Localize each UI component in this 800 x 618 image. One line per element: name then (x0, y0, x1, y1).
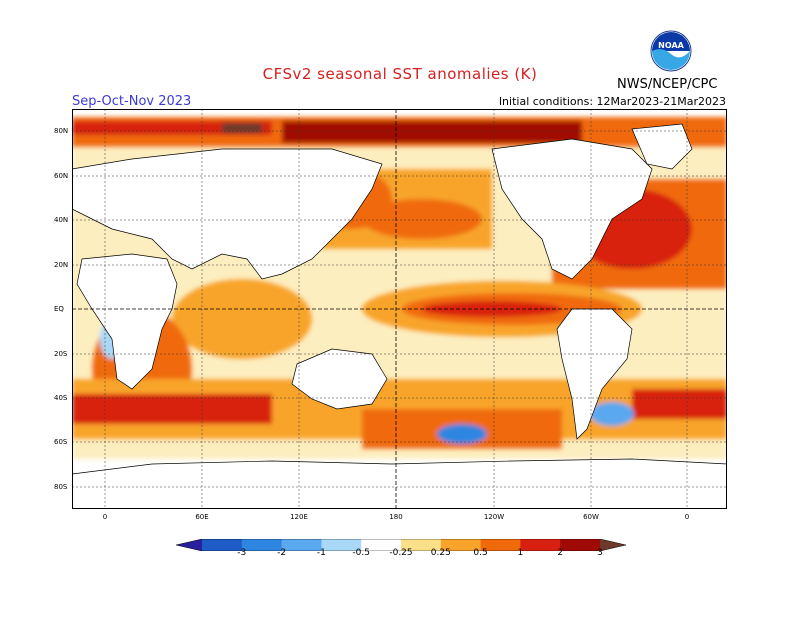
colorbar-bin (361, 539, 402, 551)
colorbar-bin (480, 539, 521, 551)
colorbar-high-arrow (600, 539, 626, 551)
agency-label: NWS/NCEP/CPC (617, 77, 718, 92)
lon-label: 60W (583, 513, 599, 521)
colorbar-bin (281, 539, 322, 551)
lon-label: 120E (290, 513, 308, 521)
continents (71, 123, 728, 510)
chart-title: CFSv2 seasonal SST anomalies (K) (262, 65, 538, 83)
colorbar-label: 0.5 (473, 548, 488, 558)
colorbar (175, 536, 627, 552)
lat-label: 80S (54, 483, 68, 491)
lat-label: 20S (54, 350, 68, 358)
lon-label: 60E (195, 513, 209, 521)
season-label: Sep-Oct-Nov 2023 (72, 94, 192, 109)
lon-label: 120W (483, 513, 505, 521)
lat-label: 40S (54, 394, 68, 402)
colorbar-label: -1 (316, 548, 326, 558)
lat-label: 20N (54, 261, 69, 269)
colorbar-bin (440, 539, 482, 551)
lon-label: 0 (102, 513, 108, 521)
colorbar-label: 1 (517, 548, 524, 558)
lon-label: 180 (389, 513, 403, 521)
colorbar-low-arrow (176, 539, 202, 551)
colorbar-label: -2 (277, 548, 287, 558)
colorbar-label: 2 (557, 548, 564, 558)
colorbar-bin (321, 539, 362, 551)
lat-label: 60S (54, 438, 68, 446)
colorbar-bin (520, 539, 561, 551)
colorbar-label: -0.5 (352, 548, 370, 558)
colorbar-bin (560, 539, 601, 551)
colorbar-bin (202, 539, 243, 551)
lat-label: 60N (54, 172, 69, 180)
lat-label: 80N (54, 127, 69, 135)
colorbar-label: -0.25 (389, 548, 413, 558)
noaa-logo: NOAA (650, 30, 692, 72)
lat-label: 40N (54, 216, 69, 224)
noaa-logo-text: NOAA (658, 41, 684, 50)
colorbar-bin (401, 539, 442, 551)
colorbar-label: -3 (237, 548, 247, 558)
colorbar-label: 3 (597, 548, 603, 558)
colorbar-bin (241, 539, 283, 551)
sst-anomaly-map (71, 109, 728, 510)
reference-lines (72, 109, 727, 509)
lon-label: 0 (684, 513, 690, 521)
colorbar-label: 0.25 (430, 548, 451, 558)
lat-label: EQ (54, 305, 64, 313)
initial-conditions-label: Initial conditions: 12Mar2023-21Mar2023 (498, 95, 726, 108)
